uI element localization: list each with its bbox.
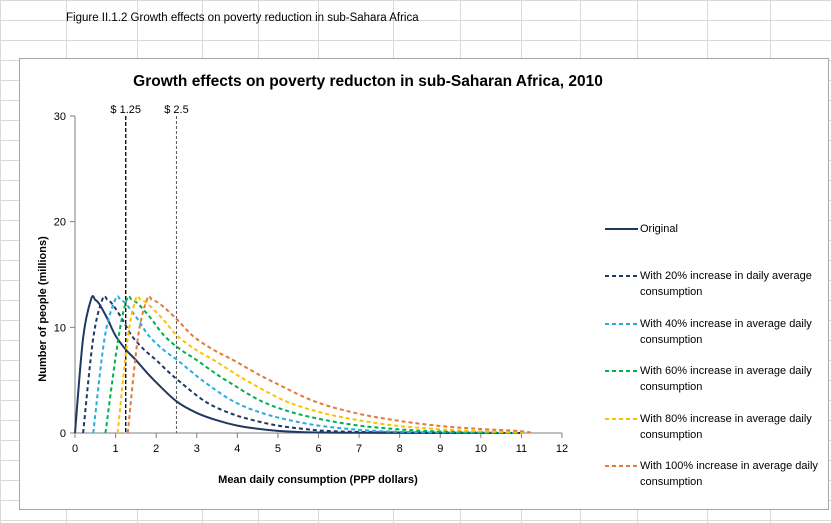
legend-label: With 20% increase in daily average consu… (640, 270, 812, 298)
legend-swatch (605, 275, 638, 277)
legend-swatch (605, 370, 638, 372)
y-tick-label: 20 (54, 217, 66, 229)
legend-label: With 80% increase in average daily consu… (640, 413, 812, 441)
legend-swatch (605, 323, 638, 325)
x-tick-label: 2 (153, 443, 159, 455)
x-tick-label: 10 (475, 443, 487, 455)
legend-swatch (605, 465, 638, 467)
x-tick-label: 9 (437, 443, 443, 455)
legend-swatch (605, 418, 638, 420)
y-tick-label: 10 (54, 322, 66, 334)
chart-area[interactable]: Growth effects on poverty reducton in su… (19, 58, 829, 510)
x-axis-label: Mean daily consumption (PPP dollars) (218, 474, 418, 486)
y-tick-label: 30 (54, 111, 66, 123)
series-line (74, 295, 522, 435)
series-line (126, 295, 534, 434)
reference-line-label: $ 2.5 (164, 104, 188, 116)
x-tick-label: 7 (356, 443, 362, 455)
x-tick-label: 1 (113, 443, 119, 455)
x-tick-label: 5 (275, 443, 281, 455)
y-axis-label: Number of people (millions) (37, 236, 49, 382)
x-tick-label: 4 (234, 443, 240, 455)
x-tick-label: 12 (556, 443, 568, 455)
legend-label: Original (640, 223, 678, 235)
x-tick-label: 8 (397, 443, 403, 455)
x-tick-label: 6 (315, 443, 321, 455)
series-line (104, 295, 522, 434)
series-line (82, 295, 506, 434)
y-tick-label: 0 (60, 428, 66, 440)
legend-label: With 40% increase in average daily consu… (640, 318, 812, 346)
figure-caption: Figure II.1.2 Growth effects on poverty … (66, 12, 419, 24)
series-line (116, 295, 526, 434)
legend-swatch (605, 228, 638, 230)
x-tick-label: 0 (72, 443, 78, 455)
x-tick-label: 11 (516, 443, 527, 455)
chart-plot: Growth effects on poverty reducton in su… (37, 73, 603, 486)
legend-label: With 100% increase in average daily cons… (640, 460, 818, 488)
chart-title: Growth effects on poverty reducton in su… (133, 73, 603, 90)
legend-label: With 60% increase in average daily consu… (640, 365, 812, 393)
x-tick-label: 3 (194, 443, 200, 455)
series-line (92, 295, 514, 434)
reference-line-label: $ 1.25 (110, 104, 141, 116)
